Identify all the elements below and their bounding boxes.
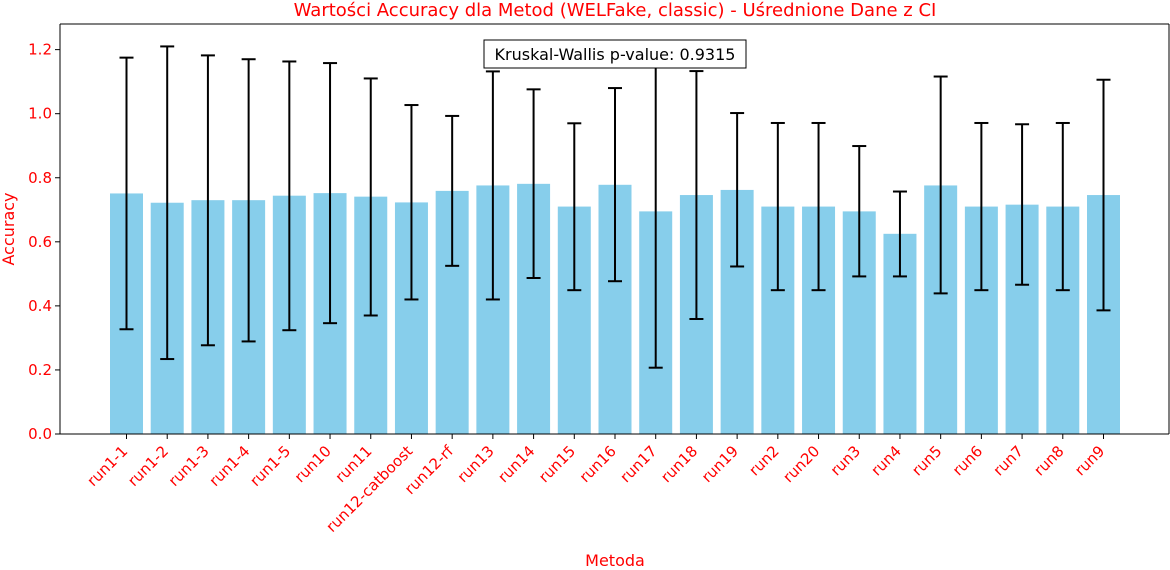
- x-tick-label: run10: [291, 442, 335, 486]
- annotation-box: [483, 39, 747, 69]
- y-axis-label: Accuracy: [0, 192, 18, 265]
- error-bar: [608, 87, 622, 283]
- x-tick-label: run1-3: [165, 442, 213, 490]
- error-bar: [526, 88, 541, 280]
- error-bar: [445, 114, 460, 267]
- x-tick-label: run18: [657, 442, 701, 486]
- error-bar: [770, 121, 785, 292]
- x-tick-label: run1-4: [206, 442, 254, 490]
- error-bar: [933, 75, 948, 295]
- error-bars: [119, 45, 1111, 369]
- chart-title: Wartości Accuracy dla Metod (WELFake, cl…: [294, 0, 937, 21]
- error-bar: [241, 58, 256, 343]
- x-tick-label: run19: [698, 442, 742, 486]
- error-bar: [892, 190, 907, 278]
- error-bar: [282, 60, 297, 332]
- error-bar: [485, 70, 500, 301]
- error-bar: [852, 145, 867, 278]
- x-tick-label: run17: [616, 442, 660, 486]
- x-tick-label: run7: [990, 442, 1027, 479]
- x-tick-label: run1-1: [83, 442, 131, 490]
- y-tick-label: 0.4: [28, 297, 52, 315]
- y-tick-label: 0.6: [28, 233, 52, 251]
- x-tick-label: run4: [867, 442, 904, 479]
- x-tick-label: run2: [745, 442, 782, 479]
- error-bar: [730, 112, 745, 268]
- kruskal-wallis-annotation: Kruskal-Wallis p-value: 0.9315: [483, 39, 747, 69]
- x-tick-label: run13: [454, 442, 498, 486]
- x-tick-label: run9: [1071, 442, 1108, 479]
- error-bar: [404, 104, 419, 301]
- error-bar: [689, 70, 704, 321]
- x-tick-label: run5: [908, 442, 945, 479]
- y-axis-ticks: 0.0 0.2 0.4 0.6 0.8 1.0 1.2: [28, 41, 60, 443]
- y-tick-label: 0.8: [28, 169, 52, 187]
- x-tick-label: run16: [576, 442, 620, 486]
- error-bar: [119, 56, 134, 331]
- x-axis-label: Metoda: [585, 551, 645, 570]
- error-bar: [974, 121, 989, 292]
- x-tick-label: run1-2: [124, 442, 172, 490]
- y-tick-label: 0.0: [28, 425, 52, 443]
- axes-frame: [59, 23, 1170, 435]
- x-tick-label: run20: [779, 442, 823, 486]
- x-tick-label: run15: [535, 442, 579, 486]
- annotation-text: Kruskal-Wallis p-value: 0.9315: [495, 45, 736, 64]
- x-tick-label: run6: [949, 442, 986, 479]
- x-tick-label: run3: [827, 442, 864, 479]
- error-bar: [323, 62, 338, 325]
- error-bar: [160, 45, 175, 361]
- x-tick-label: run1-5: [246, 442, 294, 490]
- error-bar: [1055, 121, 1070, 292]
- x-tick-label: run14: [494, 442, 538, 486]
- error-bar: [200, 54, 215, 347]
- y-tick-label: 0.2: [28, 361, 52, 379]
- error-bar: [1015, 123, 1030, 286]
- error-bar: [363, 77, 378, 317]
- x-tick-label: run8: [1030, 442, 1067, 479]
- error-bar: [567, 122, 582, 292]
- error-bar: [811, 121, 826, 292]
- error-bar: [1096, 78, 1111, 312]
- y-tick-label: 1.0: [28, 105, 52, 123]
- y-tick-label: 1.2: [28, 41, 52, 59]
- x-axis-ticks: run1-1run1-2run1-3run1-4run1-5run10run11…: [83, 434, 1108, 536]
